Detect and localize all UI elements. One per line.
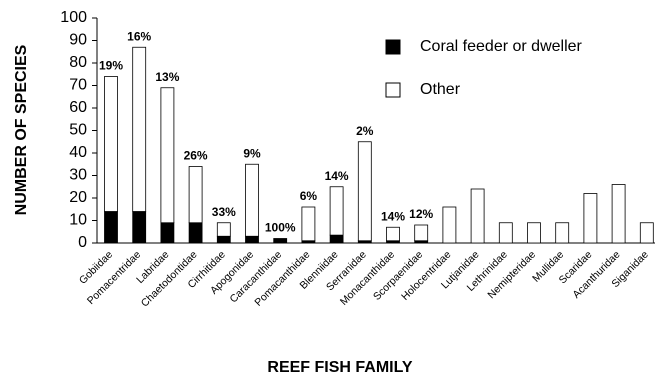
bar-segment [442,206,457,244]
percent-label: 2% [356,124,374,138]
bar-segment [329,234,344,244]
y-tick-label: 60 [69,99,87,116]
percent-label: 6% [300,189,318,203]
bar-segment [216,222,231,237]
percent-label: 100% [265,221,296,235]
bar-segment [611,184,626,244]
bar-segment [555,222,570,244]
y-tick-label: 40 [69,144,87,161]
legend-swatch [385,82,401,98]
percent-label: 19% [99,59,123,73]
y-tick-label: 20 [69,189,87,206]
percent-label: 14% [381,209,405,223]
percent-label: 13% [155,70,179,84]
bar-segment [583,193,598,244]
x-axis-title: REEF FISH FAMILY [267,359,413,376]
bar-segment [527,222,541,244]
bar-segment [386,226,400,242]
bar-segment [639,222,654,244]
y-tick-label: 30 [69,167,87,184]
bar-segment [216,235,231,244]
bar-segment [132,211,147,244]
bar-segment [301,206,316,242]
y-tick-label: 50 [69,122,87,139]
bar-segment [188,166,203,224]
y-tick-label: 80 [69,54,87,71]
bar-segment [132,46,147,212]
y-tick-label: 90 [69,32,87,49]
bar-segment [245,235,259,244]
bar-segment [160,87,175,224]
bar-segment [104,76,118,212]
y-tick-label: 0 [78,234,87,251]
percent-label: 9% [243,146,261,160]
bar-segment [329,186,344,236]
bar-segment [104,211,118,244]
bar-segment [498,222,513,244]
y-axis-title: NUMBER OF SPECIES [13,44,30,215]
bar-segment [273,238,288,244]
bar-segment [160,222,175,244]
bar-segment [470,188,485,244]
legend-swatch [385,39,401,55]
bar-segment [245,163,259,237]
bar-segment [414,224,429,242]
bar-segment [357,141,372,242]
percent-label: 12% [409,207,433,221]
percent-label: 16% [127,29,151,43]
percent-label: 26% [184,149,208,163]
percent-label: 33% [212,205,236,219]
percent-label: 14% [325,169,349,183]
legend-label: Other [420,81,461,98]
y-tick-label: 10 [69,212,87,229]
y-tick-label: 100 [60,9,87,26]
y-tick-label: 70 [69,77,87,94]
bar-segment [188,222,203,244]
legend-label: Coral feeder or dweller [420,38,583,55]
